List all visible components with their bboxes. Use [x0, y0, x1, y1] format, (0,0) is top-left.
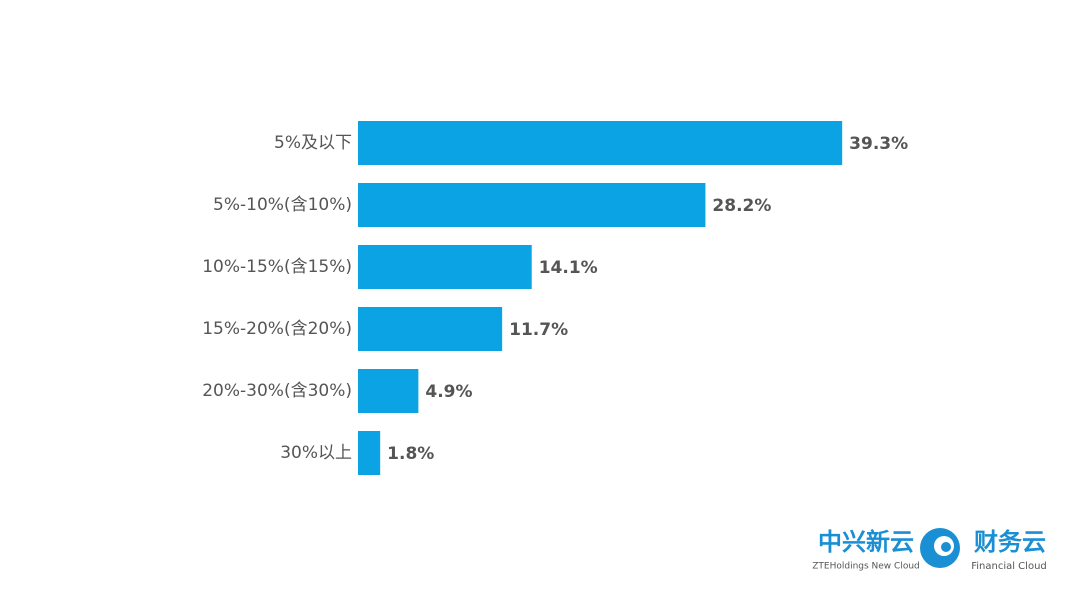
- category-label: 10%-15%(含15%): [202, 257, 352, 277]
- value-label: 1.8%: [387, 444, 434, 464]
- value-label: 11.7%: [509, 320, 568, 340]
- bar: [358, 245, 532, 289]
- bar: [358, 307, 503, 351]
- logo: 中兴新云 ZTEHoldings New Cloud 财务云 Financial…: [812, 528, 1047, 572]
- bar: [358, 183, 706, 227]
- bar: [358, 369, 419, 413]
- value-label: 28.2%: [712, 196, 771, 216]
- logo-brand-sub: ZTEHoldings New Cloud: [812, 562, 920, 572]
- category-label: 5%及以下: [274, 133, 352, 153]
- logo-product: 财务云: [974, 528, 1046, 556]
- bar: [358, 431, 381, 475]
- value-label: 4.9%: [425, 382, 472, 402]
- logo-icon-core: [941, 542, 951, 552]
- category-label: 30%以上: [280, 443, 352, 463]
- value-label: 14.1%: [539, 258, 598, 278]
- category-label: 5%-10%(含10%): [213, 195, 352, 215]
- bar: [358, 121, 843, 165]
- logo-product-sub: Financial Cloud: [971, 561, 1047, 572]
- logo-brand: 中兴新云: [818, 528, 914, 556]
- value-label: 39.3%: [849, 134, 908, 154]
- category-label: 15%-20%(含20%): [202, 319, 352, 339]
- category-label: 20%-30%(含30%): [202, 381, 352, 401]
